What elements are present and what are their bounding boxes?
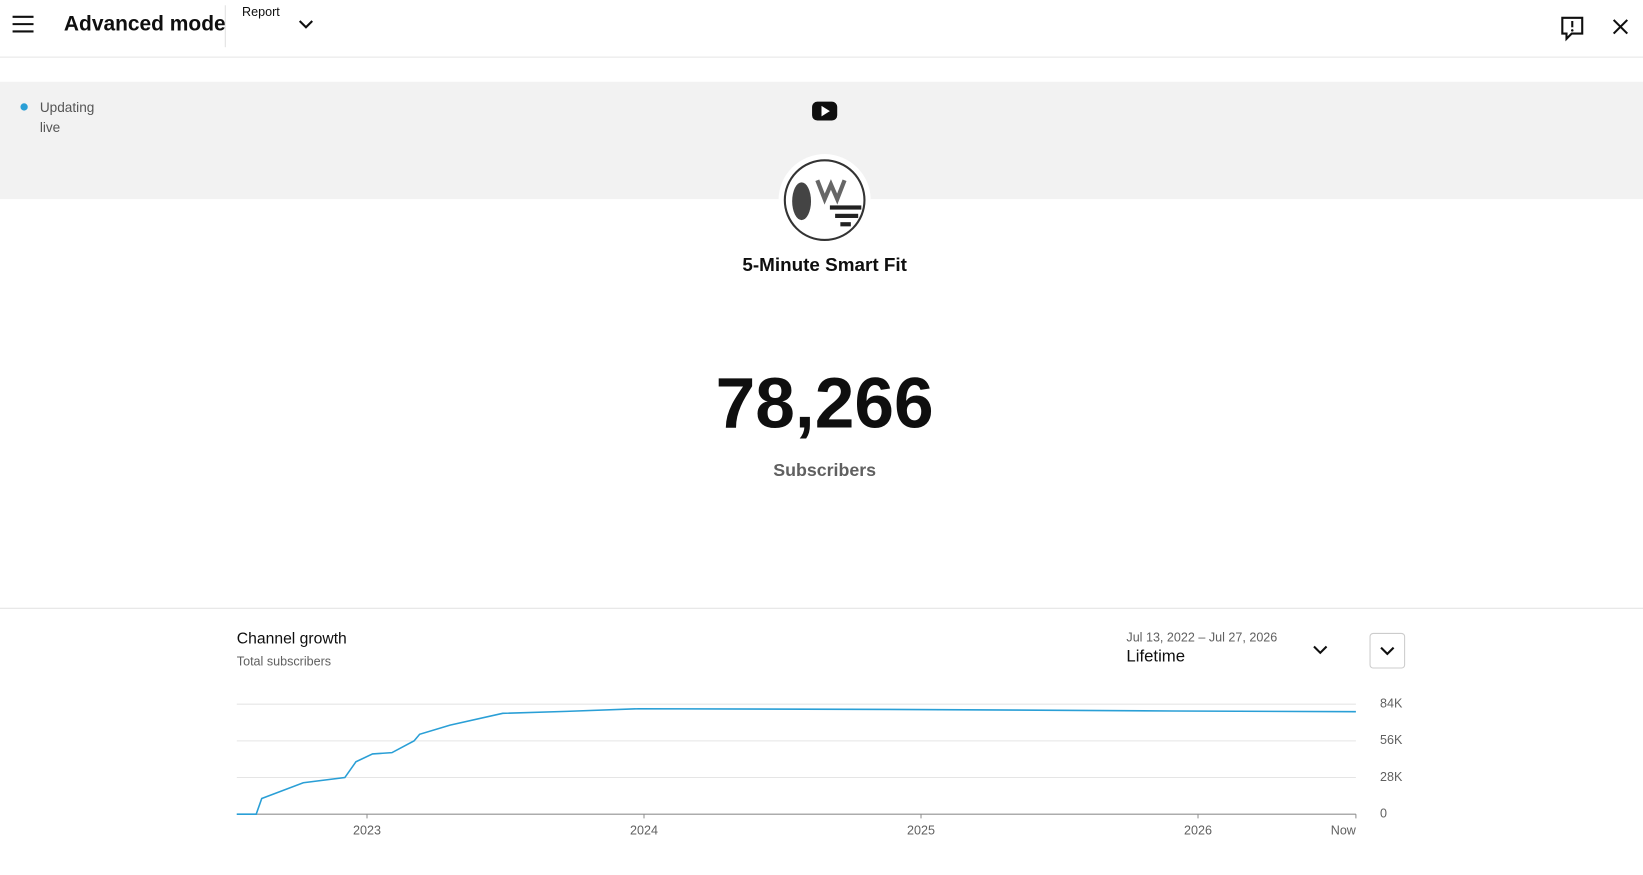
x-tick-label: 2024 [630, 823, 658, 837]
close-button[interactable] [1612, 19, 1629, 35]
y-tick-label: 0 [1380, 807, 1387, 821]
period-dropdown[interactable] [1313, 645, 1328, 655]
status-text: Updating live [39, 99, 95, 136]
feedback-button[interactable] [1561, 16, 1584, 42]
status-box: Updating live [39, 99, 95, 136]
live-dot [20, 103, 28, 111]
x-tick-label: 2023 [353, 823, 381, 837]
period[interactable]: Lifetime [1126, 646, 1185, 665]
subscriber-count: 78,266 [716, 364, 934, 444]
menu-button[interactable] [12, 15, 34, 33]
channel-name: 5-Minute Smart Fit [742, 254, 907, 275]
x-tick-label: 2026 [1184, 823, 1212, 837]
report-label[interactable]: Report [242, 5, 280, 19]
report-dropdown[interactable] [298, 20, 313, 29]
chart-subtitle: Total subscribers [237, 655, 331, 669]
growth-line [236, 707, 1356, 815]
channel-avatar[interactable] [778, 154, 871, 247]
plot: 0 28K 56K 84K 2023 2024 2025 2026 Now [236, 697, 1403, 837]
y-tick-label: 28K [1380, 770, 1403, 784]
page-title: Advanced mode [64, 13, 226, 36]
count-label: Subscribers [773, 460, 876, 480]
x-tick-label: Now [1331, 823, 1357, 837]
date-range: Jul 13, 2022 – Jul 27, 2026 [1126, 630, 1277, 644]
x-tick-label: 2025 [907, 823, 935, 837]
y-tick-label: 56K [1380, 733, 1403, 747]
y-tick-label: 84K [1380, 697, 1403, 711]
chart-title: Channel growth [237, 630, 347, 647]
expand-button[interactable] [1369, 632, 1406, 669]
youtube-logo [812, 101, 838, 121]
